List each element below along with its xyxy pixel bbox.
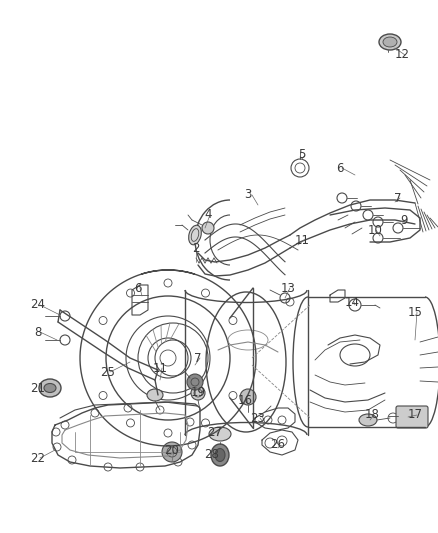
Text: 26: 26 [271,439,286,451]
Text: 5: 5 [298,149,306,161]
Ellipse shape [359,414,377,426]
Text: 3: 3 [244,189,252,201]
Text: 6: 6 [134,281,142,295]
Ellipse shape [147,389,163,401]
Ellipse shape [39,379,61,397]
Text: 13: 13 [281,281,296,295]
Text: 20: 20 [165,443,180,456]
Text: 28: 28 [205,448,219,462]
Text: 7: 7 [194,351,202,365]
Text: 2: 2 [192,241,200,254]
Text: 11: 11 [294,233,310,246]
Ellipse shape [209,427,231,441]
Text: 4: 4 [204,208,212,222]
Text: 21: 21 [31,382,46,394]
Text: 22: 22 [31,451,46,464]
Circle shape [202,222,214,234]
Text: 12: 12 [395,49,410,61]
Text: 8: 8 [34,326,42,338]
Ellipse shape [379,34,401,50]
Circle shape [187,374,203,390]
Text: 25: 25 [101,366,116,378]
Text: 15: 15 [408,305,422,319]
Ellipse shape [189,225,201,245]
Text: 19: 19 [191,386,205,400]
Text: 23: 23 [251,411,265,424]
Ellipse shape [211,444,229,466]
Ellipse shape [215,448,225,462]
Text: 6: 6 [336,161,344,174]
Text: 11: 11 [152,361,167,375]
Text: 9: 9 [400,214,408,227]
Text: 27: 27 [208,425,223,439]
Ellipse shape [44,384,56,392]
Circle shape [191,386,205,400]
Text: 17: 17 [407,408,423,422]
Text: 18: 18 [364,408,379,422]
Text: 16: 16 [237,393,252,407]
Ellipse shape [383,37,397,47]
Text: 10: 10 [367,223,382,237]
Text: 24: 24 [31,298,46,311]
Text: 14: 14 [345,295,360,309]
Text: 7: 7 [394,191,402,205]
Circle shape [162,442,182,462]
Circle shape [240,389,256,405]
FancyBboxPatch shape [396,406,428,428]
